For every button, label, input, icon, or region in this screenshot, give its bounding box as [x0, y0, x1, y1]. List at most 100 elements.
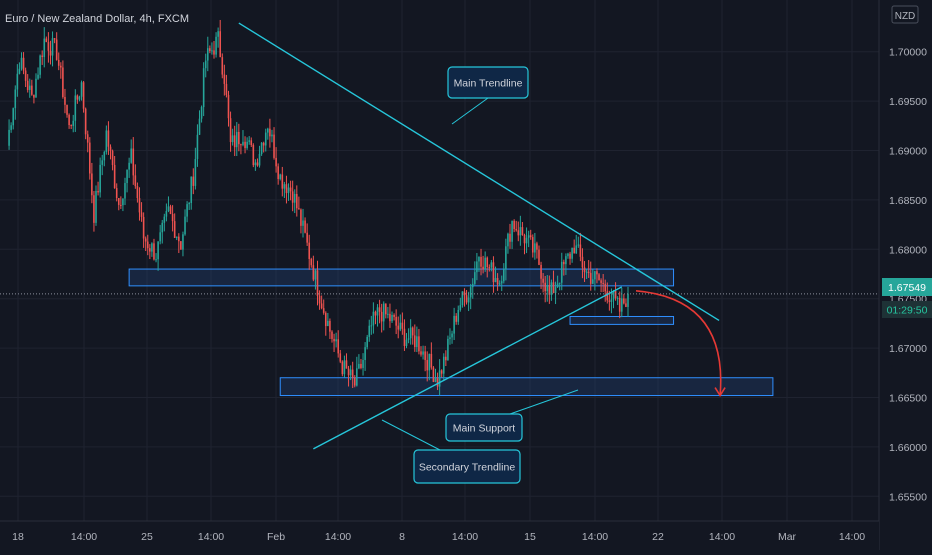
candle[interactable] [482, 255, 484, 274]
candle[interactable] [465, 289, 468, 305]
candle[interactable] [250, 137, 253, 147]
candle[interactable] [258, 145, 261, 168]
candle[interactable] [430, 342, 433, 370]
candle[interactable] [287, 183, 290, 201]
candle[interactable] [14, 85, 17, 120]
price-scale[interactable]: 1.70000 1.69500 1.69000 1.68500 1.68000 1.675… [878, 0, 932, 550]
candle[interactable] [206, 36, 209, 72]
candle[interactable] [523, 233, 526, 255]
candle[interactable] [196, 124, 199, 167]
candle[interactable] [370, 315, 373, 335]
candle[interactable] [401, 312, 404, 335]
candle[interactable] [353, 375, 356, 388]
candle[interactable] [374, 310, 377, 325]
candle[interactable] [41, 50, 43, 65]
candle[interactable] [217, 27, 219, 48]
candle[interactable] [45, 36, 48, 43]
candle[interactable] [142, 212, 145, 248]
candle[interactable] [550, 279, 553, 301]
candle[interactable] [182, 231, 184, 257]
candle[interactable] [33, 94, 35, 104]
candle[interactable] [529, 229, 532, 240]
candle[interactable] [248, 136, 250, 145]
candle[interactable] [511, 220, 513, 249]
candle[interactable] [519, 215, 522, 246]
candle[interactable] [416, 326, 418, 353]
candle[interactable] [117, 197, 120, 211]
candle[interactable] [320, 295, 323, 310]
candle[interactable] [149, 244, 151, 260]
candle[interactable] [130, 139, 132, 164]
candle[interactable] [604, 279, 607, 302]
candle[interactable] [155, 253, 157, 263]
candle[interactable] [436, 372, 439, 391]
symbol-title[interactable]: Euro / New Zealand Dollar, 4h, FXCM [5, 13, 189, 25]
candle[interactable] [490, 260, 493, 272]
candle[interactable] [68, 113, 70, 129]
candle[interactable] [238, 123, 240, 152]
candle[interactable] [577, 236, 580, 248]
candle[interactable] [167, 196, 170, 213]
candle[interactable] [229, 111, 232, 152]
candle[interactable] [606, 282, 609, 304]
candle[interactable] [389, 303, 391, 328]
candle[interactable] [269, 118, 271, 148]
candle[interactable] [31, 79, 33, 96]
candle[interactable] [339, 349, 342, 364]
candle[interactable] [180, 241, 182, 250]
candle[interactable] [498, 280, 501, 287]
candle[interactable] [347, 365, 350, 387]
candle[interactable] [469, 283, 472, 310]
candle[interactable] [569, 251, 571, 265]
candle[interactable] [573, 239, 575, 254]
candle[interactable] [202, 62, 205, 117]
candle[interactable] [291, 180, 294, 212]
candle[interactable] [306, 223, 308, 246]
candle[interactable] [37, 67, 39, 80]
candle[interactable] [583, 261, 586, 282]
candle[interactable] [171, 205, 174, 232]
candle[interactable] [190, 176, 193, 210]
candle[interactable] [173, 213, 176, 238]
candle[interactable] [101, 154, 104, 176]
candle[interactable] [403, 319, 406, 351]
candle[interactable] [343, 355, 346, 378]
candle[interactable] [387, 306, 389, 319]
candle[interactable] [62, 60, 64, 99]
candle[interactable] [324, 311, 327, 336]
candle[interactable] [397, 316, 400, 339]
candle[interactable] [120, 196, 122, 209]
candle[interactable] [442, 353, 445, 382]
candle[interactable] [556, 275, 559, 288]
candle[interactable] [395, 309, 397, 335]
candle[interactable] [486, 256, 489, 278]
candle[interactable] [47, 32, 50, 63]
candle[interactable] [293, 189, 296, 214]
candle[interactable] [527, 230, 530, 248]
currency-badge-box[interactable] [891, 5, 919, 24]
candle[interactable] [620, 287, 623, 318]
candle[interactable] [536, 241, 538, 259]
candle[interactable] [314, 268, 317, 290]
candle[interactable] [366, 334, 368, 350]
candle[interactable] [161, 219, 164, 244]
candle[interactable] [360, 358, 362, 370]
candle[interactable] [411, 326, 414, 345]
candle[interactable] [76, 94, 79, 104]
candle[interactable] [312, 255, 315, 282]
candle[interactable] [252, 143, 255, 168]
candle[interactable] [273, 127, 275, 160]
candle[interactable] [223, 64, 226, 96]
candle[interactable] [157, 241, 159, 271]
candle[interactable] [480, 248, 482, 276]
candle[interactable] [612, 289, 615, 309]
candle[interactable] [385, 303, 387, 319]
candle[interactable] [271, 129, 273, 143]
candle[interactable] [337, 330, 339, 358]
candle[interactable] [531, 234, 534, 258]
candle[interactable] [26, 74, 29, 93]
candle[interactable] [109, 144, 112, 160]
candle[interactable] [275, 147, 277, 173]
candle[interactable] [246, 137, 248, 150]
